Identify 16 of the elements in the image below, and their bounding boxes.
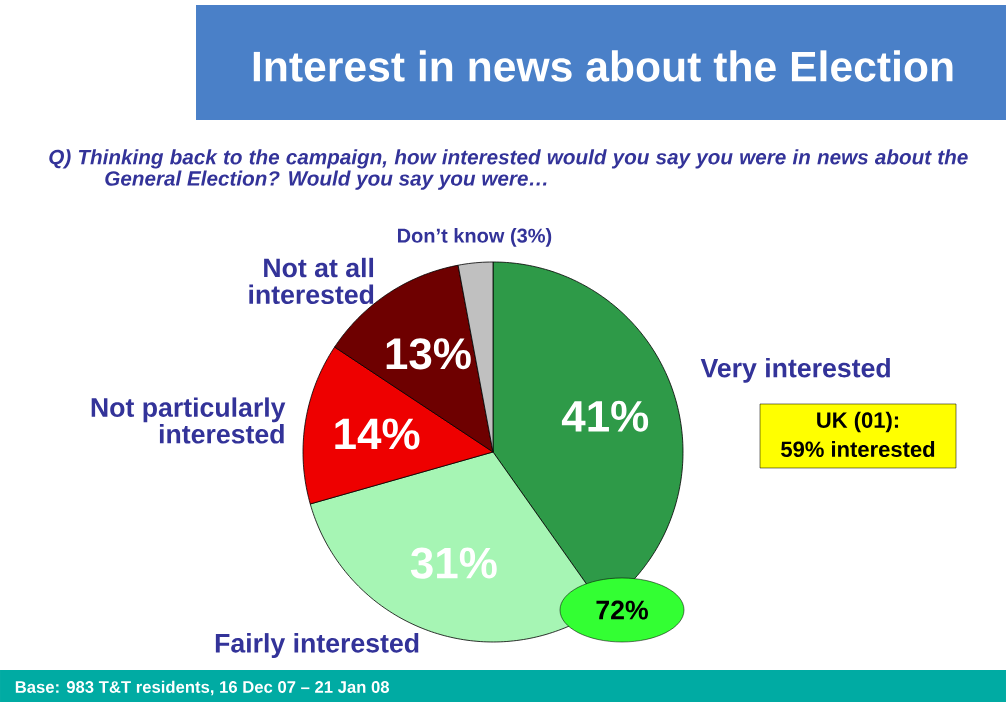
slice-label: Very interested <box>700 357 890 383</box>
slice-label: Not particularly interested <box>91 397 286 444</box>
data-label: 13% <box>386 338 471 370</box>
data-label: 31% <box>410 547 497 579</box>
chart-title: Interest in news about the Election <box>253 50 953 82</box>
slice-label: Don’t know <box>397 228 505 243</box>
data-label: 41% <box>561 400 649 432</box>
data-label: (3%) <box>510 228 552 247</box>
text: 59% interested <box>781 440 935 458</box>
text: UK (01): <box>817 411 899 433</box>
text: 72% <box>596 600 648 620</box>
data-label: 14% <box>335 418 420 450</box>
text: Base: 983 T&T residents, 16 Dec 07 – 21 Jan 08 <box>15 680 390 696</box>
slice-label: Fairly interested <box>215 633 419 658</box>
chart-subtitle: Q) Thinking back to the campaign, how interested would you say you were in news about the General Election? Would you say you were… <box>49 149 968 190</box>
slice-label: Not at all interested <box>249 257 374 305</box>
